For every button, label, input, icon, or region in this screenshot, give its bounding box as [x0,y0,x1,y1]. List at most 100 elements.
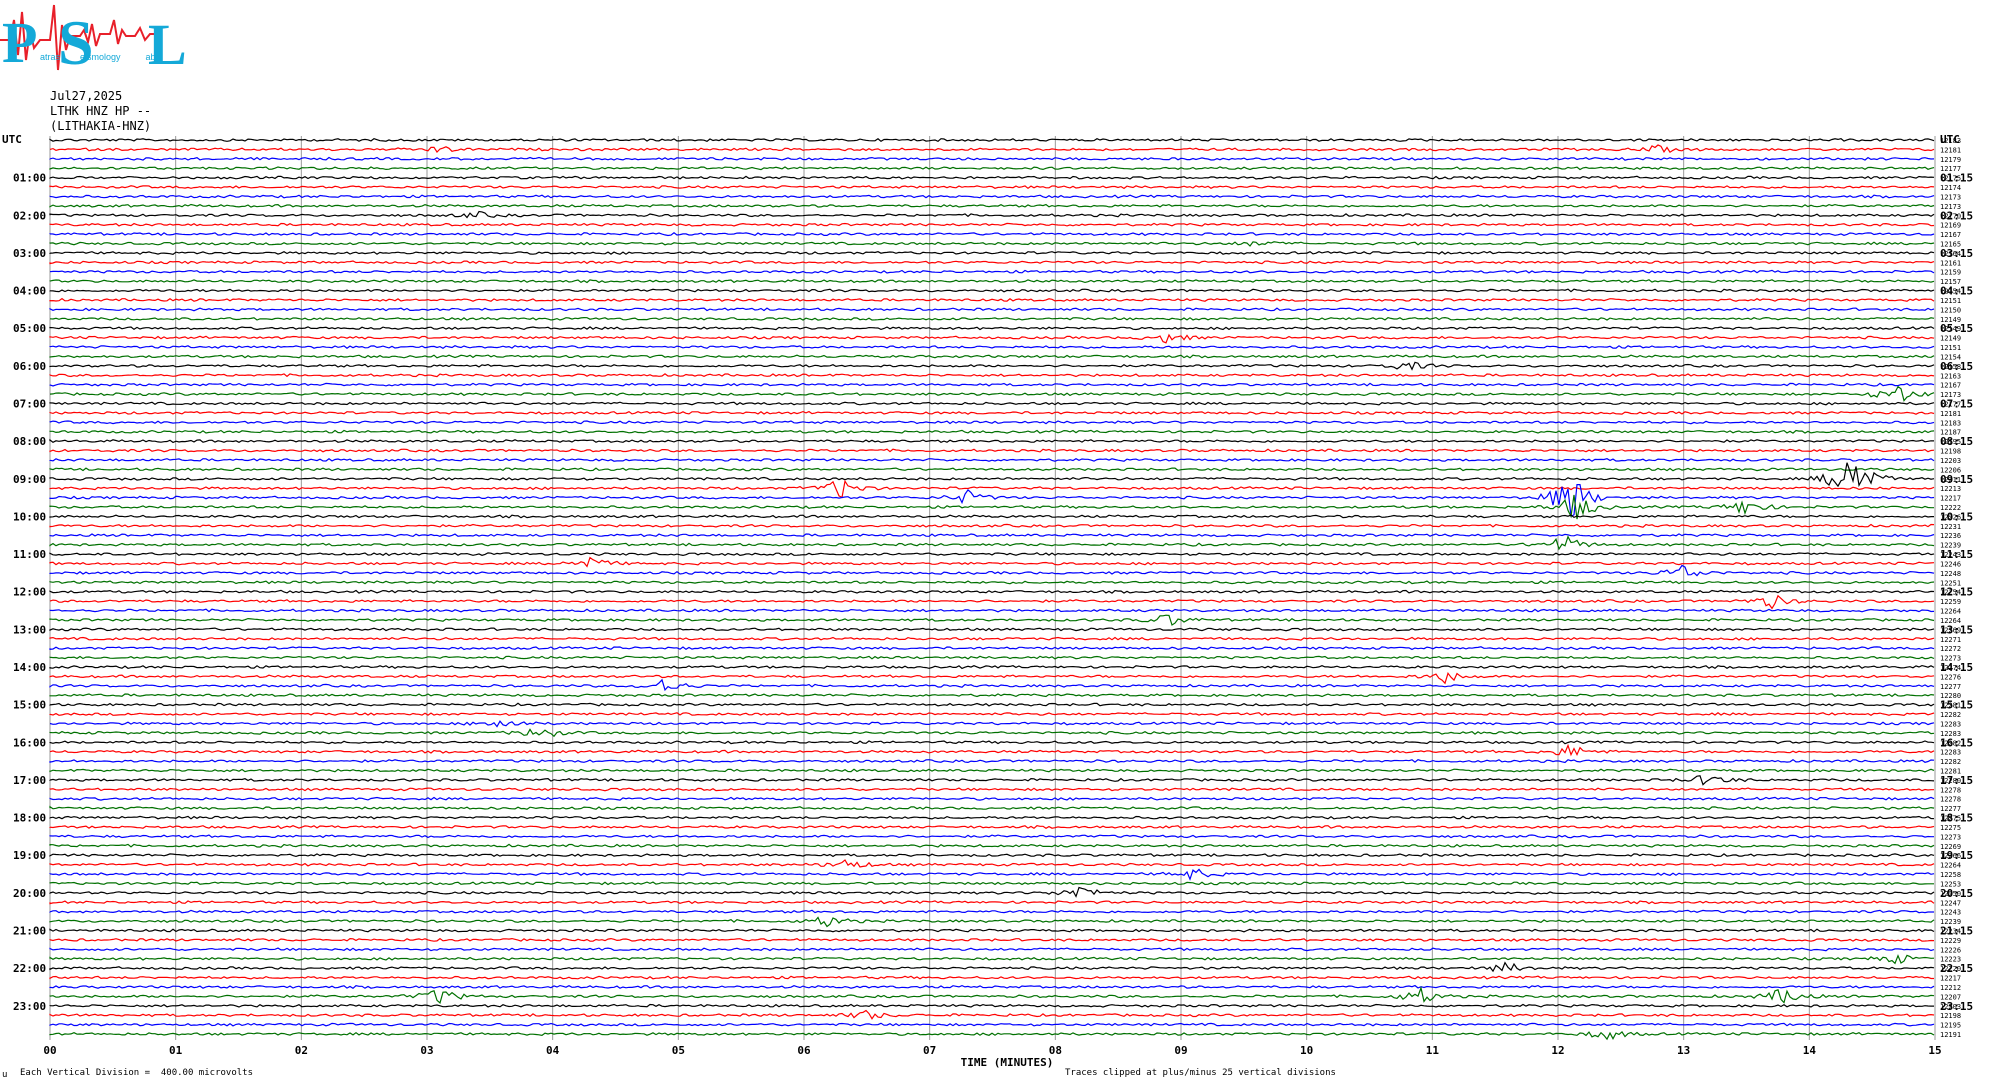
trace-offset-label: 12177 [1940,165,1961,173]
hour-label-right: 13:15 [1940,623,1973,636]
seismic-trace [49,556,1935,568]
seismic-trace [49,928,1935,933]
trace-offset-label: 12167 [1940,382,1961,390]
trace-offset-label: 12282 [1940,711,1961,719]
hour-label-left: 01:00 [13,172,46,185]
hour-label-left: 13:00 [13,623,46,636]
seismic-trace [49,664,1935,670]
trace-offset-label: 12248 [1940,570,1961,578]
seismic-trace [49,1022,1935,1027]
seismic-trace [49,429,1935,434]
seismic-trace [49,297,1935,302]
trace-offset-label: 12175 [1940,175,1961,183]
seismic-trace [49,552,1935,557]
hour-label-right: 10:15 [1940,510,1973,523]
hour-label-left: 05:00 [13,322,46,335]
trace-offset-label: 12234 [1940,927,1961,935]
trace-offset-label: 12273 [1940,833,1961,841]
seismic-trace [49,720,1935,728]
trace-offset-label: 12198 [1940,448,1961,456]
seismic-trace [49,815,1935,820]
seismic-trace [49,144,1935,154]
hour-label-left: 22:00 [13,962,46,975]
trace-offset-label: 12222 [1940,504,1961,512]
corner-mark: u [2,1070,8,1080]
hour-label-right: 22:15 [1940,962,1973,975]
seismic-trace [49,185,1935,190]
seismic-trace [49,326,1935,331]
seismic-trace [49,373,1935,378]
trace-offset-label: 12281 [1940,768,1961,776]
trace-offset-label: 12203 [1940,457,1961,465]
seismic-trace [49,269,1935,274]
seismic-trace [49,345,1935,350]
trace-offset-label: 12243 [1940,909,1961,917]
hour-label-right: 11:15 [1940,548,1973,561]
seismic-trace [49,222,1935,227]
seismic-trace [49,523,1935,528]
seismic-trace [49,728,1935,738]
trace-offset-label: 12277 [1940,683,1961,691]
trace-offset-label: 12206 [1940,466,1961,474]
seismic-trace [49,194,1935,199]
hour-label-right: 08:15 [1940,435,1973,448]
hour-label-right: 19:15 [1940,849,1973,862]
seismic-trace [49,175,1935,180]
seismic-trace [49,1031,1935,1041]
trace-offset-label: 12159 [1940,269,1961,277]
trace-offset-label: 12191 [1940,1031,1961,1039]
trace-offset-label: 12149 [1940,325,1961,333]
seismic-trace [49,533,1935,538]
trace-offset-label: 12211 [1940,476,1961,484]
seismic-trace [49,886,1935,898]
x-tick-label: 00 [43,1044,56,1057]
trace-offset-label: 12274 [1940,664,1961,672]
trace-offset-label: 12207 [1940,993,1961,1001]
hour-label-right: 06:15 [1940,360,1973,373]
seismic-trace [49,881,1934,886]
seismic-trace [49,564,1935,577]
seismic-trace [49,961,1935,973]
hour-label-right: 15:15 [1940,699,1973,712]
hour-label-right: 20:15 [1940,887,1973,900]
hour-label-left: 15:00 [13,699,46,712]
hour-label-right: 12:15 [1940,586,1973,599]
trace-offset-label: 12283 [1940,720,1961,728]
trace-offset-label: 12169 [1940,222,1961,230]
x-tick-label: 03 [420,1044,433,1057]
seismic-trace [49,467,1935,472]
trace-offset-label: 12157 [1940,278,1961,286]
trace-offset-label: 12258 [1940,871,1961,879]
hour-label-left: 08:00 [13,435,46,448]
logo-seismogram-line [0,4,158,71]
psl-logo: P S L atras eismology ab [0,4,187,72]
trace-offset-label: 12281 [1940,702,1961,710]
date-label: Jul27,2025 [50,89,123,103]
hour-label-left: 19:00 [13,849,46,862]
trace-offset-label: 12174 [1940,184,1961,192]
trace-offset-label: 12246 [1940,560,1961,568]
trace-offset-label: 12151 [1940,297,1961,305]
seismic-trace [49,834,1934,839]
trace-offset-label: 12149 [1940,335,1961,343]
seismic-trace [49,260,1935,265]
seismic-trace [49,947,1935,952]
logo-letter-l: L [148,12,187,72]
trace-offset-label: 12183 [1940,137,1961,145]
seismic-trace [49,672,1935,685]
seismic-trace [49,484,1935,518]
trace-offset-label: 12251 [1940,579,1961,587]
trace-offset-label: 12150 [1940,306,1961,314]
hour-label-left: 20:00 [13,887,46,900]
trace-offset-label: 12278 [1940,796,1961,804]
seismic-trace [49,975,1934,980]
station-name-label: (LITHAKIA-HNZ) [50,119,152,133]
trace-offset-label: 12250 [1940,890,1961,898]
trace-offset-label: 12229 [1940,937,1961,945]
trace-offset-label: 12277 [1940,805,1961,813]
x-tick-label: 12 [1551,1044,1564,1057]
x-tick-label: 08 [1049,1044,1062,1057]
hour-label-right: 17:15 [1940,774,1973,787]
trace-offset-label: 12259 [1940,598,1961,606]
hour-label-right: 16:15 [1940,736,1973,749]
